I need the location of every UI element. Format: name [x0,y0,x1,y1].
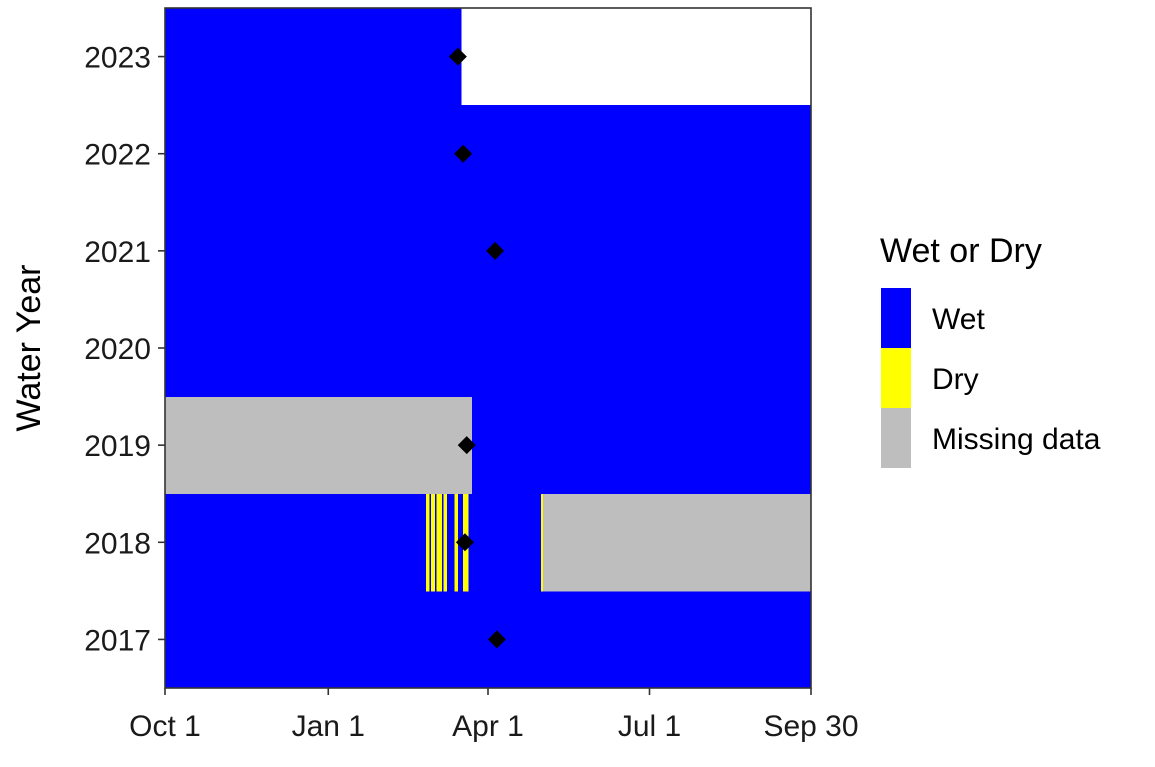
diamond-marker [454,144,473,163]
legend-key-dry [881,348,911,408]
tile-wet [434,493,437,592]
tile-wet [429,493,432,592]
x-tick-label: Oct 1 [129,710,201,743]
tile-missing-data [165,396,473,495]
tile-dry [443,493,448,592]
tile-wet [468,493,542,592]
legend-label: Dry [932,363,979,396]
legend-label: Wet [932,303,985,336]
tile-wet [165,590,811,689]
legend-title: Wet or Dry [880,232,1042,270]
x-tick-label: Sep 30 [763,710,858,743]
y-tick-label: 2023 [84,42,151,75]
diamond-marker [487,630,506,649]
tile-wet [472,396,811,495]
legend: Wet or Dry Wet Dry Missing data [880,232,1101,468]
tile-wet [165,8,462,106]
diamond-marker [455,533,474,552]
tile-wet [441,493,444,592]
tile-dry [431,493,435,592]
tile-wet [165,105,811,203]
axes: 2017 2018 2019 2020 2021 2022 2023 Oct 1 Jan 1 Ap… [10,7,859,743]
y-tick-label: 2021 [84,236,151,269]
diamond-marker [457,436,476,455]
diamond-marker [448,47,467,66]
x-tick-label: Jul 1 [618,710,681,743]
legend-label: Missing data [932,423,1101,456]
y-tick-label: 2018 [84,527,151,560]
x-tick-label: Jan 1 [292,710,365,743]
y-tick-label: 2020 [84,333,151,366]
tile-dry [425,493,430,592]
legend-key-wet [881,288,911,348]
tile-dry [436,493,442,592]
tile-missing-data [543,493,811,592]
plot-area [165,8,811,689]
y-tick-label: 2022 [84,139,151,172]
legend-key-missing-data [881,408,911,468]
diamond-marker [486,241,505,260]
tile-wet [165,493,426,592]
tile-dry [541,493,544,592]
y-tick-label: 2019 [84,430,151,463]
y-axis-title: Water Year [10,265,48,432]
x-tick-label: Apr 1 [452,710,524,743]
tile-wet [447,493,455,592]
tile-dry [454,493,458,592]
tile-wet [165,299,811,398]
y-tick-label: 2017 [84,624,151,657]
